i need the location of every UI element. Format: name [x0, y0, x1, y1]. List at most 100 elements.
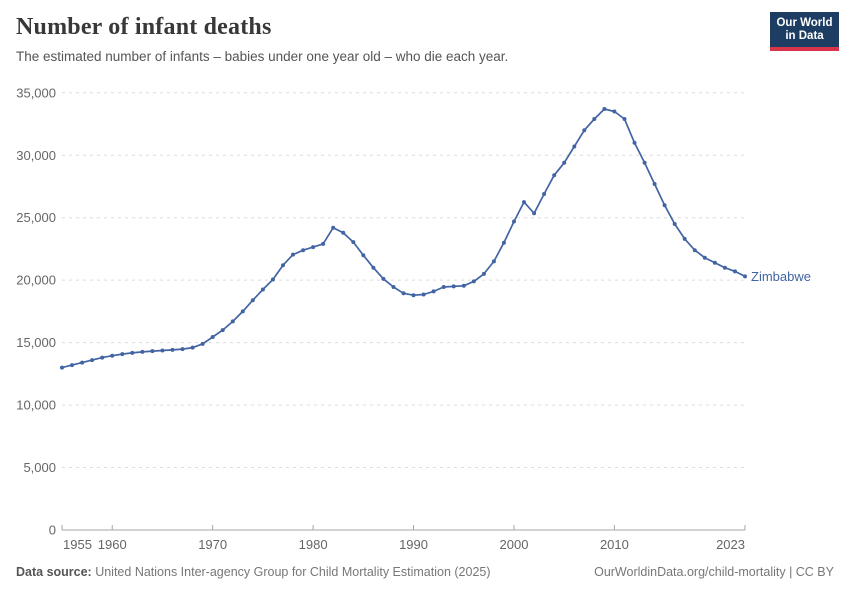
data-point[interactable]	[733, 269, 737, 274]
data-point[interactable]	[391, 285, 396, 289]
x-tick-label: 2023	[716, 537, 745, 552]
data-point[interactable]	[702, 255, 707, 260]
data-source-text: United Nations Inter-agency Group for Ch…	[91, 565, 491, 579]
data-point[interactable]	[170, 347, 175, 352]
x-tick-label: 1990	[399, 537, 428, 552]
data-point[interactable]	[662, 203, 667, 208]
data-point[interactable]	[60, 365, 64, 370]
x-tick-label: 1955	[63, 537, 92, 552]
data-point[interactable]	[471, 279, 476, 284]
data-point[interactable]	[130, 350, 135, 355]
data-point[interactable]	[501, 240, 506, 245]
data-point[interactable]	[190, 345, 195, 350]
data-point[interactable]	[592, 117, 597, 121]
data-point[interactable]	[110, 353, 115, 358]
data-point[interactable]	[80, 360, 85, 365]
data-point[interactable]	[602, 107, 607, 111]
data-point[interactable]	[562, 160, 567, 165]
y-tick-label: 35,000	[16, 85, 56, 100]
data-point[interactable]	[270, 277, 275, 282]
data-point[interactable]	[250, 298, 255, 303]
data-point[interactable]	[240, 309, 245, 314]
data-point[interactable]	[210, 335, 215, 339]
data-point[interactable]	[371, 265, 376, 270]
data-point[interactable]	[301, 248, 306, 253]
data-point[interactable]	[582, 128, 587, 133]
data-point[interactable]	[291, 252, 295, 257]
data-point[interactable]	[722, 265, 727, 270]
entity-label: Zimbabwe	[751, 269, 811, 284]
data-point[interactable]	[652, 182, 657, 186]
y-tick-label: 30,000	[16, 148, 56, 163]
data-point[interactable]	[572, 144, 577, 149]
data-point[interactable]	[461, 283, 466, 288]
y-tick-label: 10,000	[16, 398, 56, 413]
data-point[interactable]	[180, 347, 185, 352]
y-tick-label: 5,000	[23, 460, 56, 475]
data-point[interactable]	[260, 287, 265, 292]
data-point[interactable]	[491, 259, 496, 264]
data-point[interactable]	[341, 230, 346, 235]
data-point[interactable]	[381, 276, 386, 281]
data-point[interactable]	[150, 349, 155, 354]
data-point[interactable]	[100, 355, 105, 360]
data-point[interactable]	[311, 245, 316, 250]
data-line[interactable]	[61, 108, 746, 369]
data-point[interactable]	[230, 319, 235, 324]
data-source-label: Data source:	[16, 565, 92, 579]
owid-logo-line2: in Data	[785, 30, 824, 42]
data-point[interactable]	[140, 349, 145, 354]
chart-header: Number of infant deaths The estimated nu…	[16, 14, 834, 64]
data-point[interactable]	[411, 293, 416, 298]
data-point[interactable]	[552, 173, 557, 178]
y-tick-label: 25,000	[16, 210, 56, 225]
x-tick-label: 1980	[299, 537, 328, 552]
data-point[interactable]	[612, 109, 617, 114]
page-subtitle: The estimated number of infants – babies…	[16, 49, 509, 64]
y-tick-label: 20,000	[16, 273, 56, 288]
y-tick-label: 0	[49, 523, 56, 538]
data-point[interactable]	[421, 292, 426, 297]
data-point[interactable]	[361, 253, 366, 258]
data-point[interactable]	[692, 248, 697, 253]
data-point[interactable]	[743, 274, 747, 279]
data-point[interactable]	[351, 240, 356, 245]
data-point[interactable]	[200, 341, 205, 346]
source-link[interactable]: OurWorldinData.org/child-mortality | CC …	[594, 565, 834, 579]
data-point[interactable]	[532, 211, 537, 216]
data-point[interactable]	[451, 284, 456, 289]
y-tick-label: 15,000	[16, 335, 56, 350]
data-source: Data source: United Nations Inter-agency…	[16, 565, 491, 579]
data-point[interactable]	[682, 236, 687, 241]
owid-logo-line1: Our World	[776, 17, 833, 29]
data-point[interactable]	[431, 289, 436, 294]
x-tick-label: 1960	[98, 537, 127, 552]
data-point[interactable]	[331, 225, 336, 230]
data-point[interactable]	[542, 192, 547, 196]
data-point[interactable]	[672, 222, 677, 226]
data-point[interactable]	[220, 328, 225, 333]
data-point[interactable]	[401, 291, 406, 296]
owid-logo[interactable]: Our World in Data	[770, 12, 839, 51]
data-point[interactable]	[90, 358, 95, 363]
data-point[interactable]	[321, 241, 326, 246]
data-point[interactable]	[70, 363, 74, 368]
x-tick-label: 2010	[600, 537, 629, 552]
data-point[interactable]	[120, 352, 125, 357]
data-point[interactable]	[160, 348, 165, 353]
data-point[interactable]	[512, 219, 516, 224]
data-point[interactable]	[622, 117, 627, 121]
chart-footer: Data source: United Nations Inter-agency…	[16, 565, 834, 579]
data-point[interactable]	[522, 200, 526, 205]
data-point[interactable]	[632, 140, 637, 145]
data-point[interactable]	[481, 271, 486, 276]
x-tick-label: 2000	[500, 537, 529, 552]
data-point[interactable]	[281, 263, 285, 268]
data-point[interactable]	[642, 160, 647, 165]
page-title: Number of infant deaths	[16, 14, 272, 40]
x-tick-label: 1970	[198, 537, 227, 552]
data-point[interactable]	[712, 260, 717, 265]
data-point[interactable]	[441, 285, 446, 289]
